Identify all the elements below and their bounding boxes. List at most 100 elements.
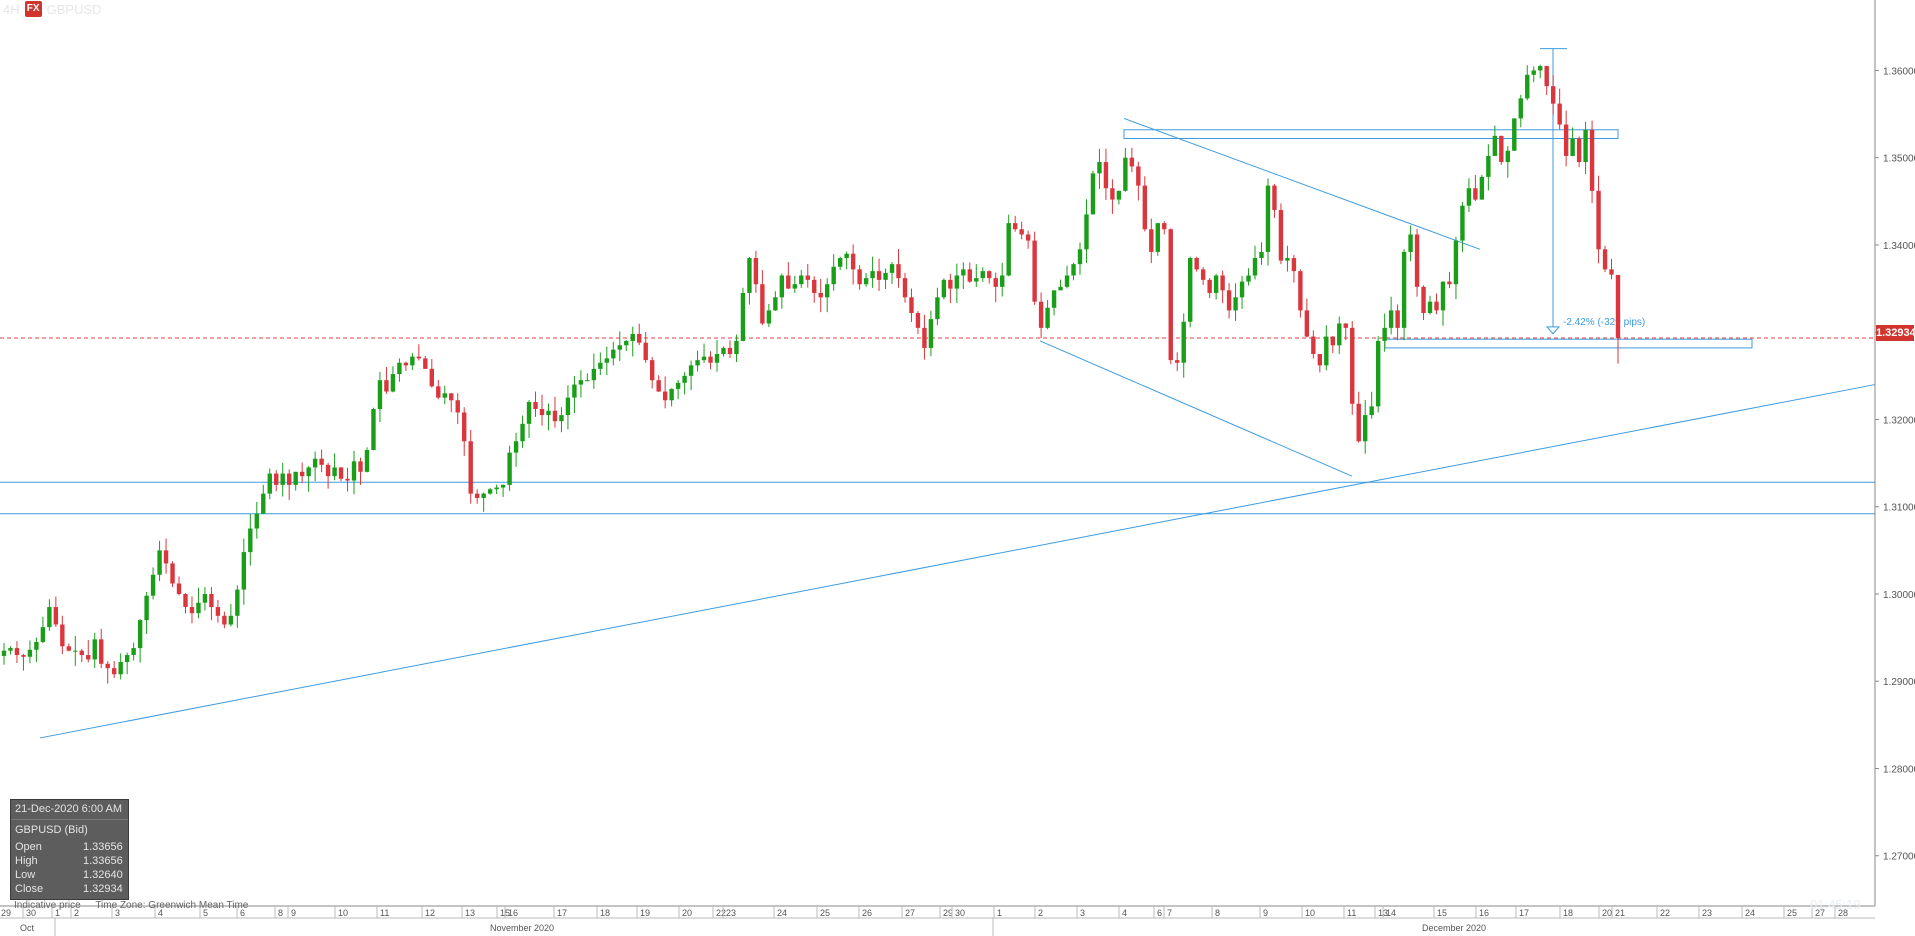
symbol-label[interactable]: GBPUSD	[46, 1, 102, 17]
candle-body	[844, 253, 849, 259]
candle-body	[241, 552, 247, 590]
candle-body	[1453, 240, 1459, 285]
price-zone	[1123, 129, 1619, 139]
price-tick-label: 1.29000	[1883, 677, 1915, 688]
candle-body	[611, 349, 616, 359]
day-tick-label: 23	[1702, 908, 1712, 918]
candle-body	[766, 310, 772, 324]
timezone-note: Time Zone: Greenwich Mean Time	[95, 900, 249, 911]
candle-body	[27, 649, 33, 657]
candle-body	[338, 467, 344, 479]
candle-body	[1602, 249, 1608, 270]
price-zone	[1384, 338, 1753, 349]
candle-body	[889, 264, 895, 273]
candle-body	[60, 624, 65, 647]
candle-body	[170, 563, 175, 584]
candle-body	[1278, 210, 1284, 261]
candle-body	[1304, 310, 1310, 337]
day-tick-label: 18	[1563, 908, 1573, 918]
candle-body	[1388, 310, 1394, 328]
candle-body	[1343, 323, 1348, 328]
candle-body	[462, 412, 467, 442]
candle-body	[1382, 327, 1387, 341]
day-tick-label: 30	[26, 908, 36, 918]
timeframe-label[interactable]: 4H	[3, 1, 20, 17]
candle-body	[591, 368, 597, 381]
candle-body	[1032, 240, 1037, 302]
candle-body	[948, 279, 953, 289]
candle-body	[1576, 138, 1582, 163]
candle-body	[1162, 223, 1167, 230]
candle-body	[1116, 190, 1122, 200]
day-tick-label: 3	[1080, 908, 1085, 918]
candle-body	[1499, 135, 1504, 163]
info-label: Open	[15, 841, 42, 853]
candle-body	[1051, 290, 1057, 308]
price-tick-label: 1.30000	[1883, 590, 1915, 601]
candle-body	[1110, 188, 1115, 200]
candle-body	[701, 356, 707, 361]
candle-body	[384, 380, 389, 392]
candle-body	[1239, 281, 1245, 298]
day-tick-label: 29	[943, 908, 953, 918]
candle-body	[1557, 103, 1562, 125]
day-tick-label: 5	[203, 908, 208, 918]
candle-body	[468, 441, 473, 494]
candle-body	[928, 319, 934, 348]
candle-body	[1097, 162, 1102, 174]
candle-body	[980, 271, 985, 279]
candle-body	[1317, 354, 1323, 366]
day-tick-label: 9	[291, 908, 296, 918]
day-tick-label: 25	[820, 908, 830, 918]
candle-body	[209, 593, 214, 608]
candle-body	[902, 278, 908, 298]
candle-body	[215, 607, 221, 616]
candle-body	[261, 493, 266, 514]
info-label: High	[15, 855, 38, 867]
candle-body	[987, 271, 992, 279]
candle-body	[1375, 340, 1381, 407]
candle-body	[79, 650, 84, 656]
candle-body	[915, 313, 921, 328]
info-label: Close	[15, 883, 44, 895]
candle-body	[1544, 66, 1549, 87]
day-tick-label: 20	[682, 908, 692, 918]
info-value: 1.33656	[83, 841, 123, 853]
candle-body	[565, 397, 571, 416]
candle-body	[254, 513, 259, 529]
candle-body	[617, 345, 622, 350]
candle-body	[1589, 129, 1595, 191]
candle-body	[721, 347, 726, 355]
candle-body	[66, 646, 72, 651]
day-tick-label: 8	[278, 908, 283, 918]
candle-body	[507, 452, 512, 485]
candle-body	[786, 275, 791, 289]
candle-body	[183, 593, 188, 608]
candle-body	[734, 340, 739, 355]
fx-badge-icon: FX	[24, 1, 42, 17]
candle-body	[99, 639, 104, 664]
candle-body	[552, 410, 558, 422]
candle-body	[993, 278, 998, 287]
candle-body	[1129, 157, 1135, 167]
candle-body	[1421, 286, 1426, 314]
candle-body	[799, 275, 804, 285]
candle-body	[1311, 336, 1316, 355]
candle-body	[825, 284, 830, 298]
candle-body	[274, 473, 279, 485]
candle-body	[1434, 301, 1439, 311]
candle-body	[131, 648, 136, 656]
candle-body	[1200, 269, 1206, 280]
candle-body	[578, 380, 584, 385]
candle-body	[1220, 275, 1225, 291]
candle-body	[792, 284, 797, 289]
info-row-close: Close 1.32934	[11, 882, 128, 896]
candle-body	[176, 583, 182, 594]
candle-body	[1505, 150, 1511, 163]
candle-body	[8, 648, 13, 651]
candle-body	[695, 360, 700, 366]
candle-body	[196, 602, 201, 614]
day-tick-label: 26	[862, 908, 872, 918]
